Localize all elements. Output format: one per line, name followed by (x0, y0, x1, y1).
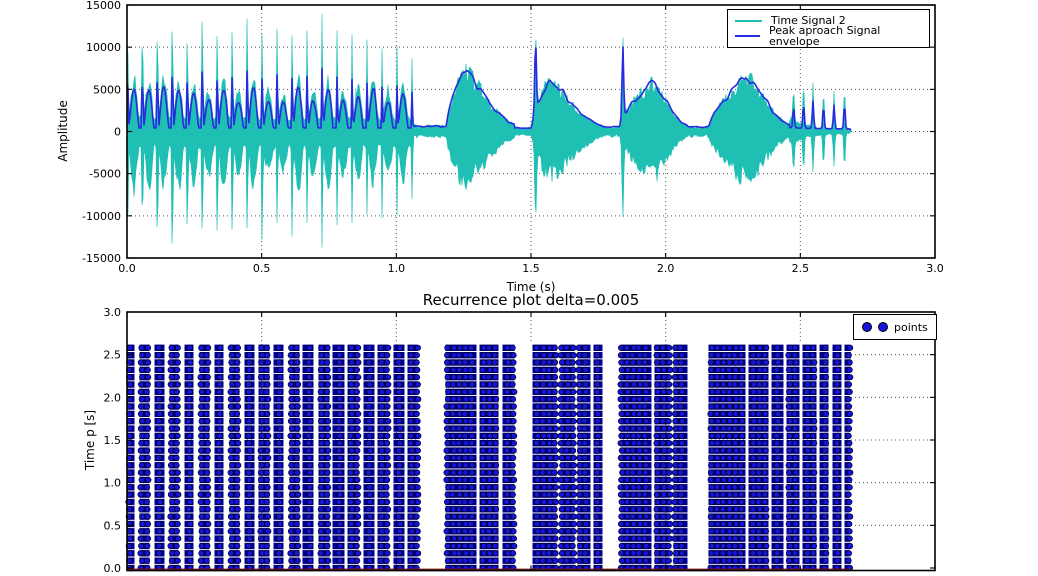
tick-label: 15000 (86, 0, 121, 12)
tick-label: 0.5 (104, 519, 122, 532)
blue-dot-marker-icon (862, 322, 872, 332)
tick-label: 0.0 (118, 262, 136, 275)
tick-label: 5000 (93, 83, 121, 96)
tick-label: 1.0 (388, 262, 406, 275)
bottom-ylabel: Time p [s] (83, 409, 97, 471)
cyan-line-swatch (735, 19, 762, 22)
legend-entry-time-signal: Time Signal 2 (735, 13, 922, 28)
tick-label: 1.0 (104, 477, 122, 490)
axis-ticks (126, 4, 936, 571)
tick-label: 0.0 (104, 562, 122, 575)
recurrence-column-gaps (134, 343, 845, 571)
tick-label: 10000 (86, 41, 121, 54)
top-legend: Time Signal 2 Peak aproach Signal envelo… (727, 9, 930, 48)
tick-label: 0 (114, 126, 121, 139)
tick-label: 1.5 (104, 434, 122, 447)
recurrence-points (125, 344, 854, 572)
legend-label: points (894, 320, 928, 334)
tick-label: 2.0 (657, 262, 675, 275)
bottom-legend: points (853, 314, 937, 340)
recurrence-plot-title: Recurrence plot delta=0.005 (422, 291, 640, 309)
tick-label: 3.0 (104, 306, 122, 319)
tick-label: 1.5 (522, 262, 540, 275)
tick-label: -10000 (82, 210, 121, 223)
top-ylabel: Amplitude (56, 100, 70, 162)
tick-label: 0.5 (253, 262, 271, 275)
time-signal-waveform (126, 13, 852, 248)
legend-entry-envelope: Peak aproach Signal envelope (735, 25, 922, 47)
top-xlabel: Time (s) (506, 280, 556, 294)
tick-label: -5000 (89, 168, 121, 181)
peak-envelope-line (126, 46, 852, 131)
tick-label: 2.5 (792, 262, 810, 275)
tick-label: 2.5 (104, 349, 122, 362)
legend-label: Peak aproach Signal envelope (768, 24, 881, 49)
legend-label: Time Signal 2 (771, 14, 846, 28)
tick-label: 2.0 (104, 391, 122, 404)
tick-label: -15000 (82, 252, 121, 265)
tick-label: 3.0 (926, 262, 944, 275)
blue-line-swatch (735, 35, 760, 38)
blue-dot-marker-icon (878, 322, 888, 332)
